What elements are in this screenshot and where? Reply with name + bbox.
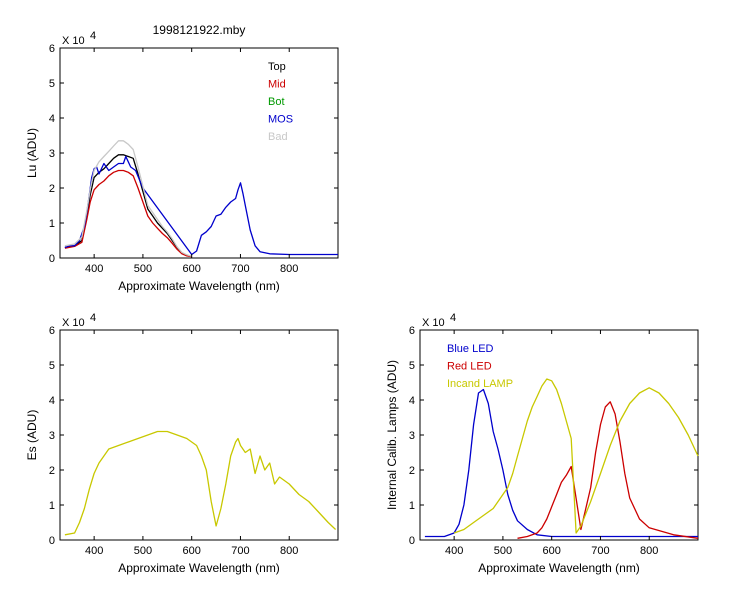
es-y-tick-label: 1 (49, 500, 55, 512)
lamps-y-tick-label: 6 (409, 325, 415, 337)
lamps-series-red-led (517, 401, 699, 539)
lamps-y-axis-label: Internal Calib. Lamps (ADU) (385, 360, 399, 510)
lu-legend-mid: Mid (268, 79, 286, 91)
lu-y-tick-label: 1 (49, 218, 55, 230)
lu-y-axis-label: Lu (ADU) (25, 128, 39, 178)
es-plot: 400 500 600 700 800 0 1 2 3 4 5 6 X 10 4 Approximate W… (25, 312, 339, 575)
lamps-plot: 400 500 600 700 800 0 1 2 3 4 5 6 X 10 4 Approximate W… (385, 312, 699, 575)
lu-series-top (64, 154, 192, 257)
lu-legend-bot: Bot (268, 96, 285, 108)
lu-legend-mos: MOS (268, 114, 293, 126)
lamps-y-tick-label: 5 (409, 360, 415, 372)
lu-plot: 400 500 600 700 800 0 1 2 3 4 5 6 X 10 4 Approximate W… (25, 30, 339, 293)
lu-x-tick-label: 400 (85, 263, 103, 275)
es-y-axis-label: Es (ADU) (25, 410, 39, 461)
es-x-tick-label: 600 (183, 545, 201, 557)
lamps-y-tick-label: 0 (409, 535, 415, 547)
lu-y-tick-label: 4 (49, 113, 55, 125)
es-y-tick-label: 5 (49, 360, 55, 372)
lamps-x-axis-label: Approximate Wavelength (nm) (478, 561, 640, 575)
es-exponent-power: 4 (90, 312, 96, 324)
lu-x-tick-label: 600 (183, 263, 201, 275)
lu-y-tick-label: 0 (49, 253, 55, 265)
lamps-series-blue-led (424, 388, 698, 538)
lamps-x-tick-label: 700 (591, 545, 609, 557)
es-x-tick-label: 500 (134, 545, 152, 557)
es-plot-frame (59, 329, 339, 541)
lu-x-tick-label: 700 (231, 263, 249, 275)
es-y-tick-label: 0 (49, 535, 55, 547)
lu-y-tick-label: 2 (49, 183, 55, 195)
es-x-axis-label: Approximate Wavelength (nm) (118, 561, 280, 575)
es-x-tick-label: 700 (231, 545, 249, 557)
lu-y-tick-label: 5 (49, 78, 55, 90)
lu-x-tick-label: 500 (134, 263, 152, 275)
lamps-y-tick-label: 4 (409, 395, 415, 407)
lamps-y-tick-label: 3 (409, 430, 415, 442)
lamps-y-tick-label: 2 (409, 465, 415, 477)
lu-x-axis-label: Approximate Wavelength (nm) (118, 279, 280, 293)
es-x-tick-label: 400 (85, 545, 103, 557)
page-title: 1998121922.mby (153, 23, 246, 37)
lamps-series-incand-lamp (453, 378, 699, 534)
lamps-x-tick-label: 800 (640, 545, 658, 557)
lamps-legend-red-led: Red LED (447, 361, 492, 373)
lamps-legend-incand-lamp: Incand LAMP (447, 378, 513, 390)
lamps-legend-blue-led: Blue LED (447, 343, 494, 355)
es-y-tick-label: 6 (49, 325, 55, 337)
lu-series-bad (64, 140, 192, 257)
es-exponent-label: X 10 (62, 317, 85, 329)
lu-exponent-label: X 10 (62, 35, 85, 47)
es-x-tick-label: 800 (280, 545, 298, 557)
lamps-exponent-label: X 10 (422, 317, 445, 329)
es-series-line-0 (64, 430, 337, 536)
lamps-x-tick-label: 600 (543, 545, 561, 557)
lamps-exponent-power: 4 (450, 312, 456, 324)
lamps-x-tick-label: 500 (494, 545, 512, 557)
lu-plot-frame (59, 47, 339, 259)
es-y-tick-label: 2 (49, 465, 55, 477)
lu-series-mos (64, 155, 338, 256)
lamps-y-tick-label: 1 (409, 500, 415, 512)
es-y-tick-label: 4 (49, 395, 55, 407)
lu-y-tick-label: 6 (49, 43, 55, 55)
lu-exponent-power: 4 (90, 30, 96, 42)
lu-x-tick-label: 800 (280, 263, 298, 275)
lu-legend-top: Top (268, 61, 286, 73)
lu-y-tick-label: 3 (49, 148, 55, 160)
es-y-tick-label: 3 (49, 430, 55, 442)
lamps-x-tick-label: 400 (445, 545, 463, 557)
lu-series-mid (64, 169, 192, 258)
lu-legend-bad: Bad (268, 131, 288, 143)
